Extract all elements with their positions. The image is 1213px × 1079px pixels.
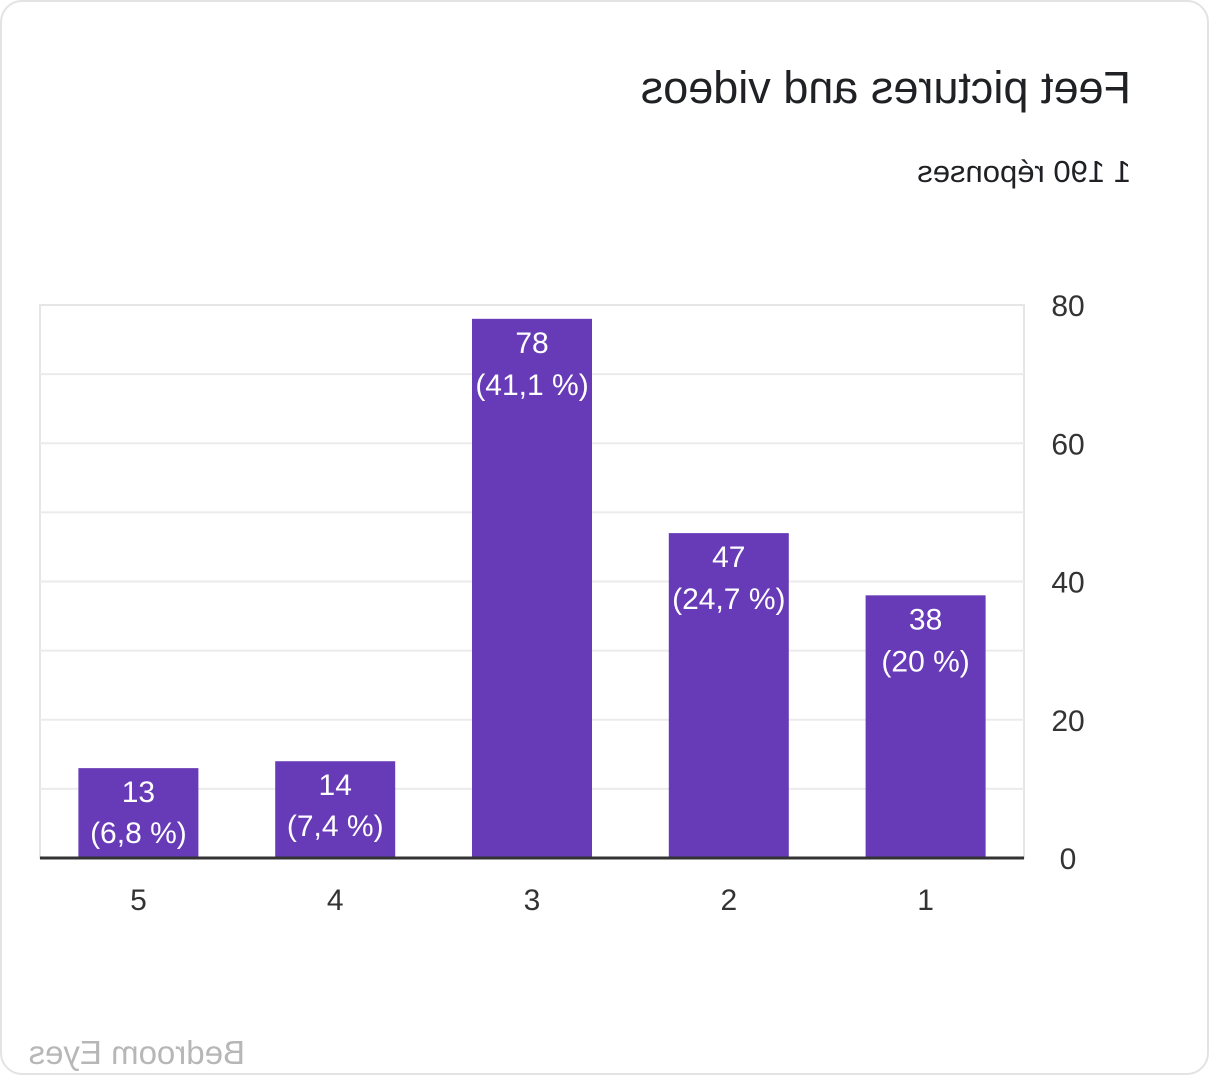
x-tick-label: 5 [130,884,147,917]
bar-value-label: 47 [712,541,745,574]
y-tick-label: 40 [1051,567,1084,600]
bar-percent-label: (20 %) [881,645,969,678]
bar [472,318,592,858]
bar-value-label: 78 [515,327,548,360]
x-tick-label: 3 [524,884,541,917]
bar [668,533,789,858]
bar-value-label: 14 [319,769,352,802]
bar [865,595,986,858]
bar-value-label: 13 [122,776,155,809]
x-tick-label: 2 [720,884,737,917]
y-tick-label: 0 [1060,843,1077,876]
watermark: Bedroom Eyes [28,1034,245,1071]
y-tick-label: 80 [1051,290,1084,323]
y-tick-label: 60 [1051,428,1084,461]
bar [78,768,199,858]
y-tick-label: 20 [1051,705,1084,738]
bar-percent-label: (7,4 %) [287,810,384,843]
bar-percent-label: (24,7 %) [672,583,785,616]
x-tick-label: 4 [327,884,344,917]
x-tick-label: 1 [917,884,934,917]
bar-percent-label: (41,1 %) [475,369,588,402]
bar [275,761,396,858]
bar-value-label: 38 [909,603,942,636]
bar-percent-label: (6,8 %) [90,817,187,850]
